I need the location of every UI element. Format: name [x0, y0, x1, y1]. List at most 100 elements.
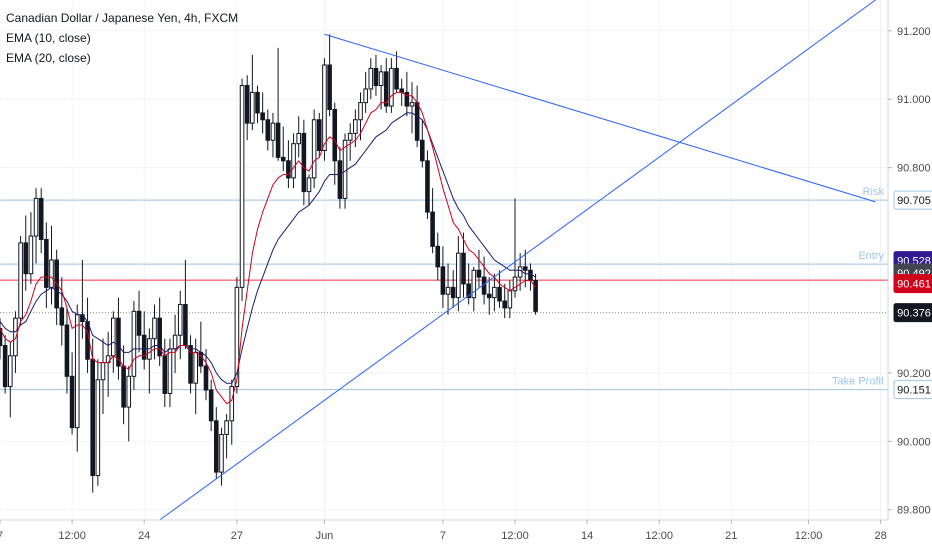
candle-body-up	[409, 102, 415, 107]
candle	[461, 232, 466, 298]
candle	[64, 307, 70, 394]
candle-body-down	[244, 85, 250, 124]
candle-body-up	[389, 67, 394, 107]
candle-body-down	[136, 310, 142, 336]
candle	[486, 277, 492, 315]
candle	[512, 198, 518, 298]
candle	[105, 331, 111, 397]
candle-body-down	[461, 252, 466, 285]
y-tick-label: 90.200	[897, 368, 931, 380]
candle-body-down	[44, 238, 49, 288]
candle-body-up	[234, 286, 240, 388]
candle	[95, 359, 101, 486]
level-price-label: 90.151	[897, 385, 931, 397]
candle-body-up	[358, 102, 363, 121]
candle-body-up	[74, 314, 80, 429]
x-tick-label: 7	[0, 530, 3, 542]
candle-body-down	[69, 375, 75, 429]
candle-body-down	[157, 317, 162, 357]
candle	[0, 318, 3, 360]
candle	[373, 54, 379, 96]
candle-body-down	[337, 160, 343, 199]
candle-body-up	[177, 303, 183, 336]
candle	[172, 314, 178, 373]
candle	[255, 85, 260, 124]
candle-body-down	[394, 67, 399, 90]
candle-body-up	[507, 290, 513, 309]
candle	[301, 119, 307, 206]
candle	[347, 123, 353, 161]
candle	[28, 212, 34, 284]
candle	[69, 352, 75, 435]
candle-body-up	[28, 235, 34, 275]
candle	[59, 277, 65, 346]
candle	[90, 338, 96, 493]
candle	[286, 140, 291, 189]
candle-body-up	[492, 286, 497, 299]
candle	[502, 283, 507, 319]
candle-body-up	[347, 132, 353, 141]
candle-body-down	[286, 160, 291, 179]
candle-body-up	[100, 362, 106, 381]
candle-body-down	[414, 102, 420, 141]
candle	[214, 407, 219, 479]
candle	[291, 133, 296, 189]
candle-body-up	[291, 143, 296, 179]
candle	[471, 266, 477, 312]
candle	[337, 147, 343, 209]
candle-body-down	[38, 197, 44, 240]
candle	[85, 297, 90, 373]
candle-body-up	[306, 177, 312, 193]
candle-body-down	[383, 71, 389, 107]
x-tick-label: 12:00	[58, 530, 86, 542]
candle	[363, 71, 368, 113]
candle-body-down	[502, 300, 507, 309]
candle	[162, 338, 168, 408]
candle	[430, 188, 435, 254]
candle-body-up	[8, 355, 13, 388]
candle	[389, 58, 394, 113]
candle-body-down	[440, 266, 446, 295]
candle	[33, 188, 39, 264]
candle	[136, 290, 142, 353]
candle	[440, 246, 446, 308]
candle-body-up	[363, 88, 368, 104]
candle	[152, 304, 157, 360]
candle-body-up	[224, 420, 229, 435]
y-tick-label: 89.800	[897, 505, 931, 517]
candle-body-down	[450, 286, 456, 299]
candle-body-down	[327, 64, 332, 110]
level-label: Risk	[863, 186, 885, 198]
candle-body-down	[188, 345, 193, 384]
candle	[378, 65, 384, 110]
candle-body-up	[167, 348, 173, 394]
x-tick-label: 12:00	[501, 530, 529, 542]
candle	[507, 280, 513, 319]
candle-body-down	[486, 293, 492, 299]
candle-body-up	[250, 91, 255, 124]
candle-body-down	[533, 280, 538, 312]
trendline-resistance	[324, 33, 876, 203]
candle	[121, 345, 126, 425]
candle-body-down	[141, 334, 147, 360]
candle	[497, 270, 502, 308]
candle-body-down	[203, 365, 209, 391]
candle	[44, 222, 49, 308]
candle-body-down	[528, 269, 533, 282]
candle-body-down	[59, 307, 65, 326]
candle-body-down	[121, 365, 126, 408]
candle	[409, 82, 415, 134]
candle	[306, 174, 312, 206]
candle-body-down	[162, 355, 168, 394]
candle	[368, 58, 374, 100]
candle	[425, 150, 430, 219]
candle	[147, 328, 152, 394]
candle	[13, 311, 18, 373]
candle-body-down	[425, 160, 430, 213]
candle	[203, 348, 209, 401]
candle	[219, 427, 224, 486]
candle	[420, 119, 425, 168]
candle-body-down	[435, 245, 441, 268]
